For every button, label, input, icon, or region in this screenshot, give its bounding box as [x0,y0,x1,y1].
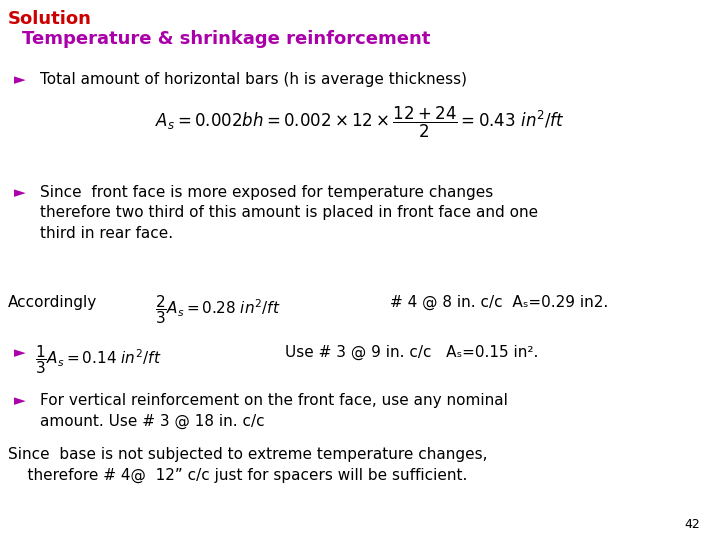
Text: 42: 42 [684,518,700,531]
Text: Use # 3 @ 9 in. c/c   Aₛ=0.15 in².: Use # 3 @ 9 in. c/c Aₛ=0.15 in². [285,345,539,360]
Text: For vertical reinforcement on the front face, use any nominal
amount. Use # 3 @ : For vertical reinforcement on the front … [40,393,508,429]
Text: $\dfrac{1}{3}A_s = 0.14\ \mathit{in}^2 / \mathit{ft}$: $\dfrac{1}{3}A_s = 0.14\ \mathit{in}^2 /… [35,343,161,376]
Text: Since  base is not subjected to extreme temperature changes,
    therefore # 4@ : Since base is not subjected to extreme t… [8,447,487,483]
Text: Total amount of horizontal bars (h is average thickness): Total amount of horizontal bars (h is av… [40,72,467,87]
Text: Since  front face is more exposed for temperature changes
therefore two third of: Since front face is more exposed for tem… [40,185,538,241]
Text: Accordingly: Accordingly [8,295,97,310]
Text: Temperature & shrinkage reinforcement: Temperature & shrinkage reinforcement [22,30,431,48]
Text: $A_s = 0.002bh = 0.002 \times 12 \times \dfrac{12+24}{2} = 0.43\ \mathit{in}^2 /: $A_s = 0.002bh = 0.002 \times 12 \times … [155,105,565,140]
Text: # 4 @ 8 in. c/c  Aₛ=0.29 in2.: # 4 @ 8 in. c/c Aₛ=0.29 in2. [390,295,608,310]
Text: $\dfrac{2}{3}A_s = 0.28\ \mathit{in}^2 / \mathit{ft}$: $\dfrac{2}{3}A_s = 0.28\ \mathit{in}^2 /… [155,293,281,326]
Text: ►: ► [14,393,26,408]
Text: ►: ► [14,185,26,200]
Text: ►: ► [14,345,26,360]
Text: ►: ► [14,72,26,87]
Text: Solution: Solution [8,10,92,28]
